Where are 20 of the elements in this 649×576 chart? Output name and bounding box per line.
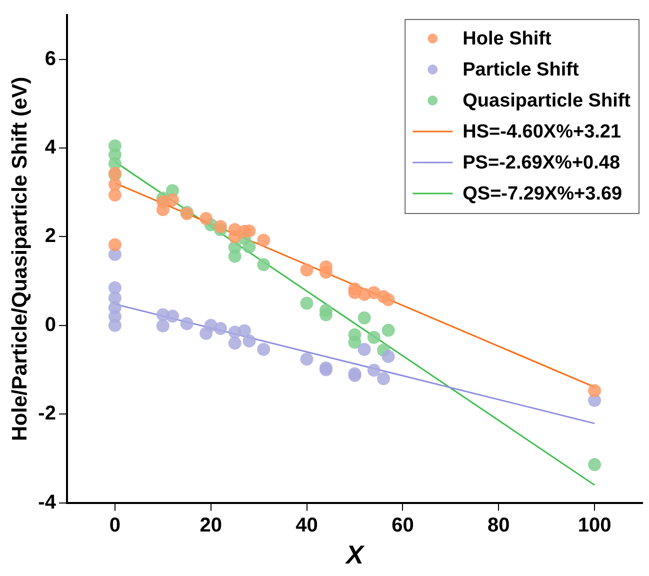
- x-tick-label: 20: [200, 514, 222, 536]
- y-tick-label: 4: [44, 136, 57, 159]
- x-axis-title: X: [344, 540, 366, 570]
- x-tick-label: 40: [296, 514, 318, 536]
- x-tick-label: 60: [392, 514, 414, 536]
- legend-label: Quasiparticle Shift: [462, 90, 632, 112]
- y-axis-title: Hole/Particle/Quasiparticle Shift (eV): [8, 76, 32, 441]
- x-tick-label: 0: [109, 514, 121, 536]
- y-tick-label: 0: [44, 314, 56, 336]
- legend-label: Hole Shift: [462, 28, 552, 50]
- x-tick-label: 80: [487, 514, 510, 536]
- legend-label: HS=-4.60X%+3.21: [462, 122, 622, 143]
- legend-label: QS=-7.29X%+3.69: [462, 184, 622, 205]
- legend-label: Particle Shift: [462, 60, 580, 81]
- y-tick-label: -2: [38, 402, 56, 425]
- y-tick-label: 6: [44, 48, 56, 70]
- legend-label: PS=-2.69X%+0.48: [462, 152, 620, 174]
- y-tick-label: -4: [38, 491, 57, 514]
- x-tick-label: 100: [578, 514, 612, 536]
- y-tick-label: 2: [44, 225, 56, 248]
